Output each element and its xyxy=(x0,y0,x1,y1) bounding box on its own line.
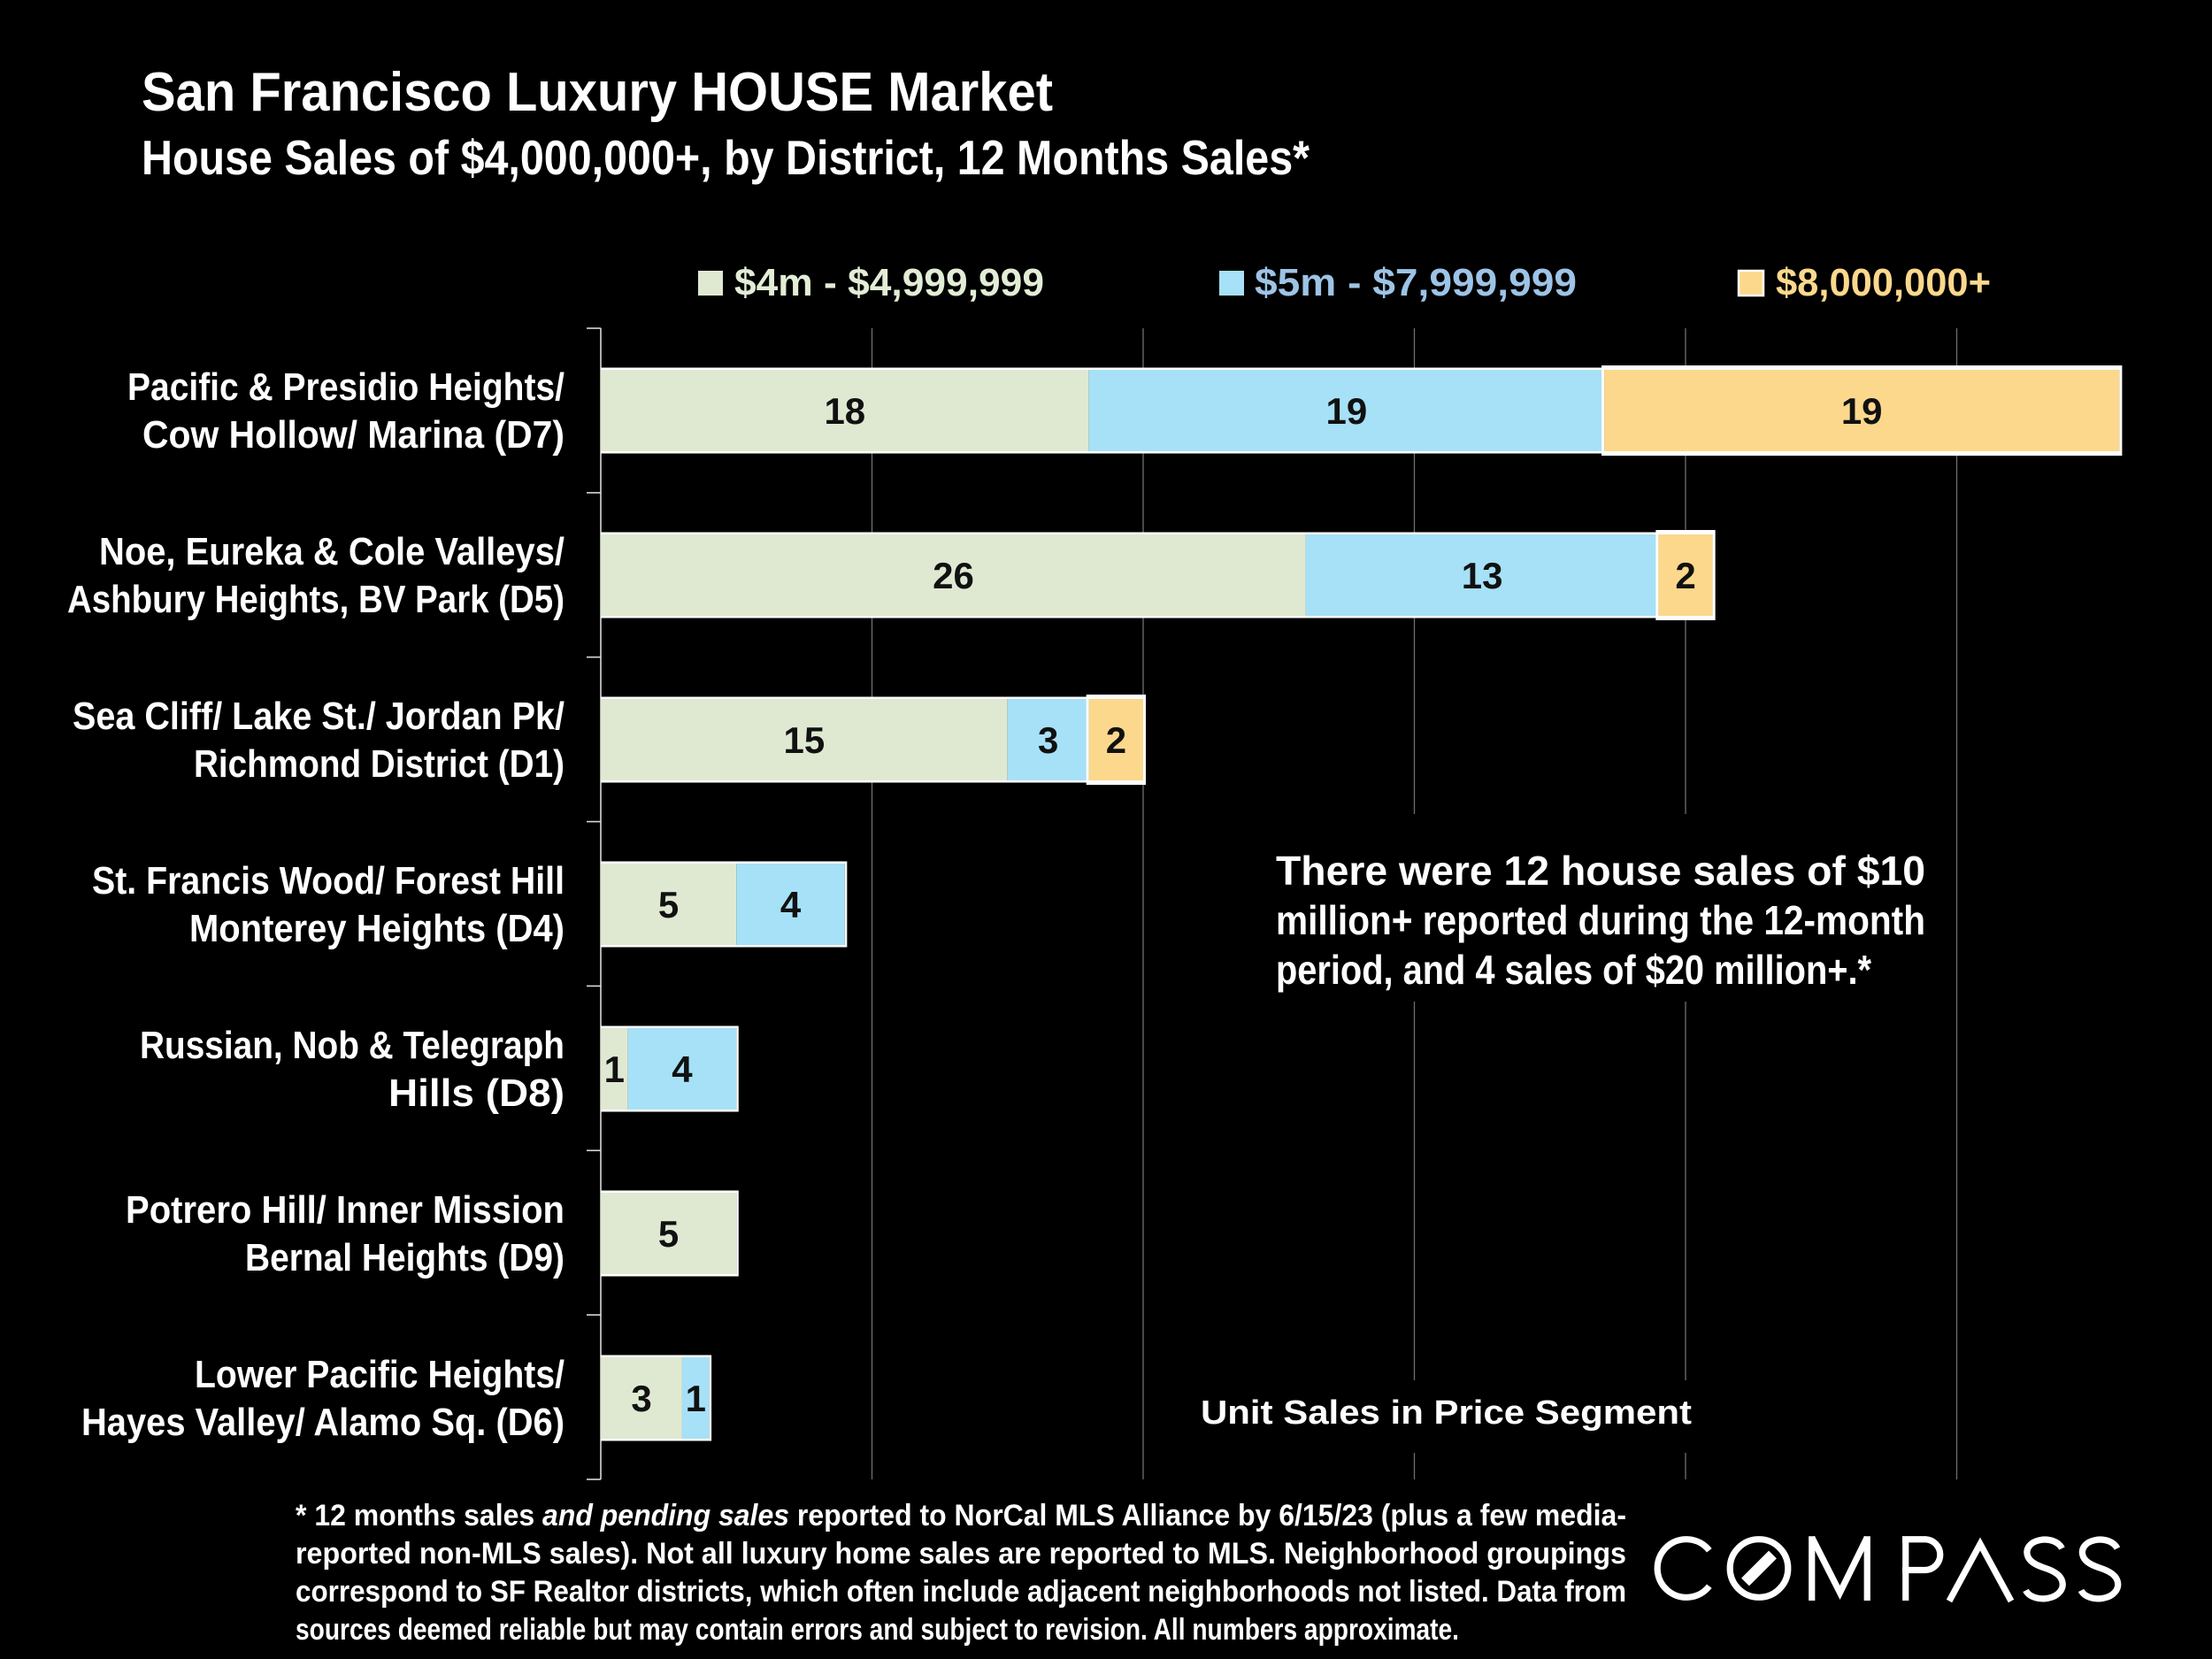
svg-text:Monterey Heights (D4): Monterey Heights (D4) xyxy=(189,907,565,950)
svg-text:4: 4 xyxy=(672,1048,693,1090)
svg-text:26: 26 xyxy=(933,555,974,596)
svg-text:Bernal Heights (D9): Bernal Heights (D9) xyxy=(245,1236,565,1279)
svg-text:correspond to SF Realtor distr: correspond to SF Realtor districts, whic… xyxy=(296,1575,1626,1609)
svg-text:St. Francis Wood/ Forest Hill: St. Francis Wood/ Forest Hill xyxy=(92,859,565,902)
svg-text:There were 12 house sales of $: There were 12 house sales of $10 xyxy=(1276,848,1925,894)
svg-text:Potrero Hill/ Inner Mission: Potrero Hill/ Inner Mission xyxy=(126,1188,565,1232)
svg-text:19: 19 xyxy=(1326,390,1368,432)
svg-text:Pacific & Presidio Heights/: Pacific & Presidio Heights/ xyxy=(127,365,565,409)
svg-text:18: 18 xyxy=(824,390,865,432)
svg-text:15: 15 xyxy=(784,719,826,761)
svg-text:$5m - $7,999,999: $5m - $7,999,999 xyxy=(1255,261,1577,304)
svg-text:13: 13 xyxy=(1462,555,1503,596)
svg-text:5: 5 xyxy=(658,1213,679,1255)
svg-text:$4m - $4,999,999: $4m - $4,999,999 xyxy=(734,261,1044,304)
svg-text:1: 1 xyxy=(604,1048,625,1090)
svg-text:million+ reported during the 1: million+ reported during the 12-month xyxy=(1276,897,1925,943)
svg-text:$8,000,000+: $8,000,000+ xyxy=(1776,261,1991,304)
svg-text:Noe, Eureka & Cole Valleys/: Noe, Eureka & Cole Valleys/ xyxy=(99,530,565,573)
svg-text:3: 3 xyxy=(1038,719,1058,761)
svg-text:2: 2 xyxy=(1106,719,1126,761)
svg-text:Lower Pacific Heights/: Lower Pacific Heights/ xyxy=(195,1353,565,1396)
svg-text:* 12 months sales and pending: * 12 months sales and pending sales repo… xyxy=(296,1499,1626,1532)
svg-text:House Sales of $4,000,000+, by: House Sales of $4,000,000+, by District,… xyxy=(142,130,1310,185)
svg-text:Hills (D8): Hills (D8) xyxy=(388,1071,565,1115)
svg-text:Richmond District (D1): Richmond District (D1) xyxy=(194,742,565,786)
svg-text:3: 3 xyxy=(631,1378,651,1419)
svg-text:period, and 4 sales of $20 mil: period, and 4 sales of $20 million+.* xyxy=(1276,947,1871,993)
svg-text:Cow Hollow/ Marina (D7): Cow Hollow/ Marina (D7) xyxy=(142,413,565,457)
svg-text:2: 2 xyxy=(1675,555,1695,596)
svg-text:Hayes Valley/ Alamo Sq. (D6): Hayes Valley/ Alamo Sq. (D6) xyxy=(81,1401,565,1444)
svg-text:reported non-MLS sales). Not a: reported non-MLS sales). Not all luxury … xyxy=(296,1537,1626,1571)
svg-text:sources deemed reliable but ma: sources deemed reliable but may contain … xyxy=(296,1613,1459,1647)
svg-text:Russian, Nob & Telegraph: Russian, Nob & Telegraph xyxy=(140,1024,565,1067)
svg-text:5: 5 xyxy=(658,884,679,926)
svg-text:Unit Sales in Price Segment: Unit Sales in Price Segment xyxy=(1201,1394,1692,1432)
svg-text:San Francisco Luxury HOUSE Mar: San Francisco Luxury HOUSE Market xyxy=(142,62,1053,123)
svg-text:Sea Cliff/ Lake St./ Jordan Pk: Sea Cliff/ Lake St./ Jordan Pk/ xyxy=(73,695,565,738)
svg-text:Ashbury Heights, BV Park (D5): Ashbury Heights, BV Park (D5) xyxy=(67,578,565,621)
svg-text:4: 4 xyxy=(780,884,802,926)
svg-text:1: 1 xyxy=(686,1378,706,1419)
svg-text:19: 19 xyxy=(1841,390,1883,432)
